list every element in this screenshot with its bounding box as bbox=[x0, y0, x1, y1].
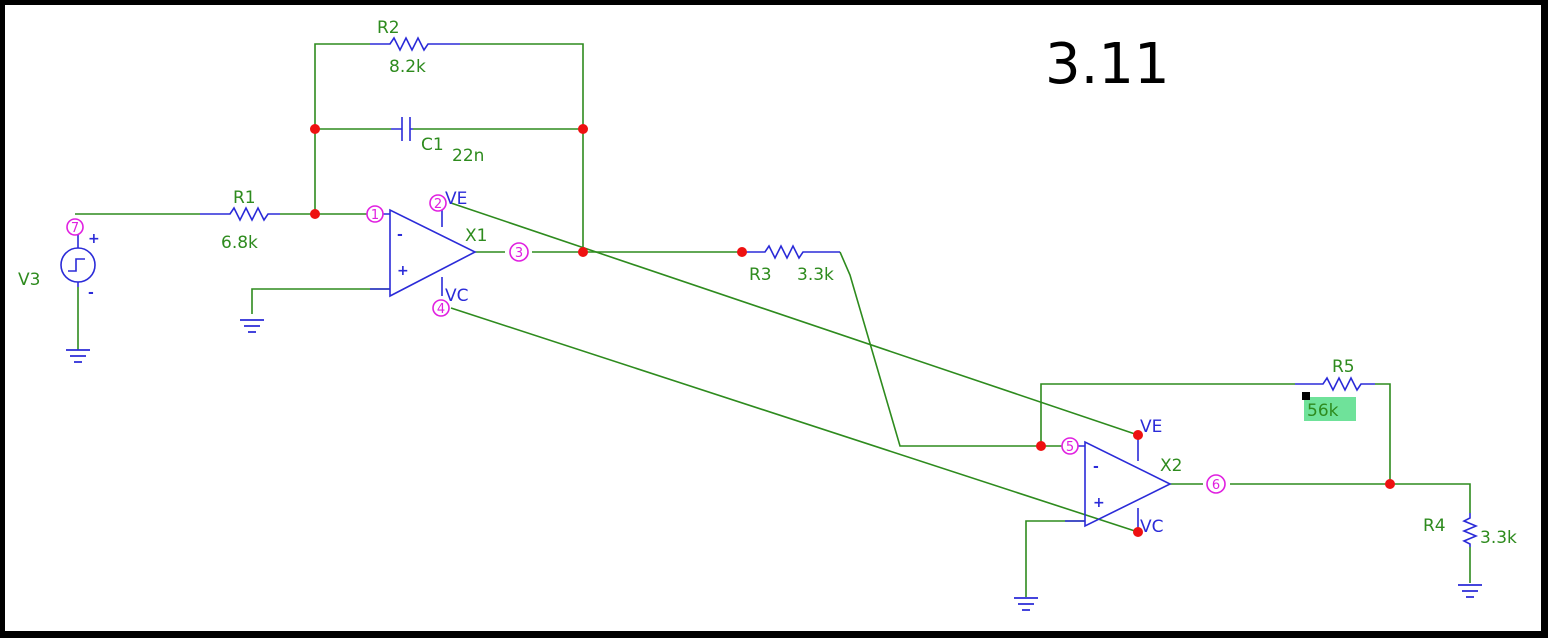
x1-ve-label: VE bbox=[445, 189, 467, 209]
wires bbox=[75, 43, 1471, 597]
c1-ref: C1 bbox=[421, 135, 444, 155]
r3-value: 3.3k bbox=[797, 265, 834, 285]
resistor-r4[interactable]: R4 3.3k bbox=[1423, 513, 1517, 548]
ground-r4 bbox=[1458, 584, 1482, 598]
junction-dot bbox=[578, 247, 588, 257]
svg-text:6: 6 bbox=[1212, 478, 1220, 493]
v3-plus-sign: + bbox=[88, 231, 100, 247]
junction-dot bbox=[578, 124, 588, 134]
svg-text:5: 5 bbox=[1066, 440, 1074, 455]
x1-vc-label: VC bbox=[445, 286, 469, 306]
wire-x2-plus-gnd[interactable] bbox=[1025, 520, 1085, 597]
node-7[interactable]: 7 bbox=[66, 218, 84, 236]
r5-selection-handle[interactable] bbox=[1302, 392, 1310, 400]
wire-feedback-left[interactable] bbox=[314, 43, 370, 214]
wire-node6-r4[interactable] bbox=[1230, 483, 1471, 513]
opamp-x2[interactable]: - + X2 VE VC bbox=[1065, 417, 1182, 537]
x2-plus-sign: + bbox=[1093, 495, 1105, 511]
x2-ve-label: VE bbox=[1140, 417, 1162, 437]
v3-minus-sign: - bbox=[88, 285, 94, 301]
r2-value: 8.2k bbox=[389, 57, 426, 77]
wire-vc-supply[interactable] bbox=[450, 307, 1139, 533]
svg-text:1: 1 bbox=[371, 208, 379, 223]
opamp-x1[interactable]: - + X1 VE VC bbox=[370, 189, 487, 306]
resistor-r5[interactable]: R5 56k bbox=[1295, 357, 1375, 421]
x2-minus-sign: - bbox=[1093, 459, 1099, 475]
r4-value: 3.3k bbox=[1480, 528, 1517, 548]
wire-ve-supply[interactable] bbox=[450, 202, 1139, 436]
schematic-sheet: R1 6.8k R2 8.2k C1 22n R3 3.3k bbox=[5, 5, 1541, 631]
x1-ref: X1 bbox=[465, 226, 487, 246]
handwritten-title: 3.11 bbox=[1045, 32, 1170, 97]
wire-r5-right[interactable] bbox=[1375, 383, 1391, 484]
junction-dot bbox=[1133, 430, 1143, 440]
x1-plus-sign: + bbox=[397, 263, 409, 279]
wire-x1-plus-gnd[interactable] bbox=[251, 288, 390, 314]
c1-value: 22n bbox=[452, 146, 484, 166]
resistor-r2[interactable]: R2 8.2k bbox=[370, 18, 460, 77]
junction-dot bbox=[1133, 527, 1143, 537]
r4-ref: R4 bbox=[1423, 516, 1446, 536]
node-2[interactable]: 2 bbox=[429, 194, 447, 212]
junction-dot bbox=[1385, 479, 1395, 489]
voltage-source-v3[interactable]: + - V3 bbox=[18, 227, 100, 301]
junction-dot bbox=[310, 124, 320, 134]
svg-text:4: 4 bbox=[437, 302, 445, 317]
node-4[interactable]: 4 bbox=[432, 299, 450, 317]
r5-ref: R5 bbox=[1332, 357, 1355, 377]
node-3[interactable]: 3 bbox=[509, 242, 529, 262]
junctions bbox=[310, 124, 1395, 537]
node-labels: 7 1 2 3 4 bbox=[66, 194, 1226, 494]
r1-value: 6.8k bbox=[221, 233, 258, 253]
junction-dot bbox=[1036, 441, 1046, 451]
r1-ref: R1 bbox=[233, 188, 256, 208]
capacitor-c1[interactable]: C1 22n bbox=[391, 117, 484, 166]
r2-ref: R2 bbox=[377, 18, 400, 38]
wire-r5-left[interactable] bbox=[1040, 383, 1295, 446]
schematic-canvas: R1 6.8k R2 8.2k C1 22n R3 3.3k bbox=[18, 18, 1517, 611]
ground-x1 bbox=[240, 319, 264, 333]
svg-text:2: 2 bbox=[434, 197, 442, 212]
x1-minus-sign: - bbox=[397, 227, 403, 243]
resistor-r1[interactable]: R1 6.8k bbox=[200, 188, 280, 253]
svg-text:3: 3 bbox=[515, 246, 523, 261]
node-1[interactable]: 1 bbox=[366, 205, 384, 223]
wire-feedback-right[interactable] bbox=[460, 43, 584, 252]
svg-text:7: 7 bbox=[71, 221, 79, 236]
node-5[interactable]: 5 bbox=[1061, 437, 1079, 455]
r5-value-highlight bbox=[1304, 397, 1356, 421]
x2-vc-label: VC bbox=[1140, 517, 1164, 537]
x2-ref: X2 bbox=[1160, 456, 1182, 476]
node-6[interactable]: 6 bbox=[1206, 474, 1226, 494]
junction-dot bbox=[310, 209, 320, 219]
junction-dot bbox=[737, 247, 747, 257]
r3-ref: R3 bbox=[749, 265, 772, 285]
ground-x2 bbox=[1014, 597, 1038, 611]
r5-value: 56k bbox=[1307, 401, 1339, 421]
wire-r3-x2-minus[interactable] bbox=[839, 251, 1065, 447]
v3-ref: V3 bbox=[18, 270, 40, 290]
resistor-r3[interactable]: R3 3.3k bbox=[742, 244, 840, 285]
ground-v3 bbox=[66, 349, 90, 363]
